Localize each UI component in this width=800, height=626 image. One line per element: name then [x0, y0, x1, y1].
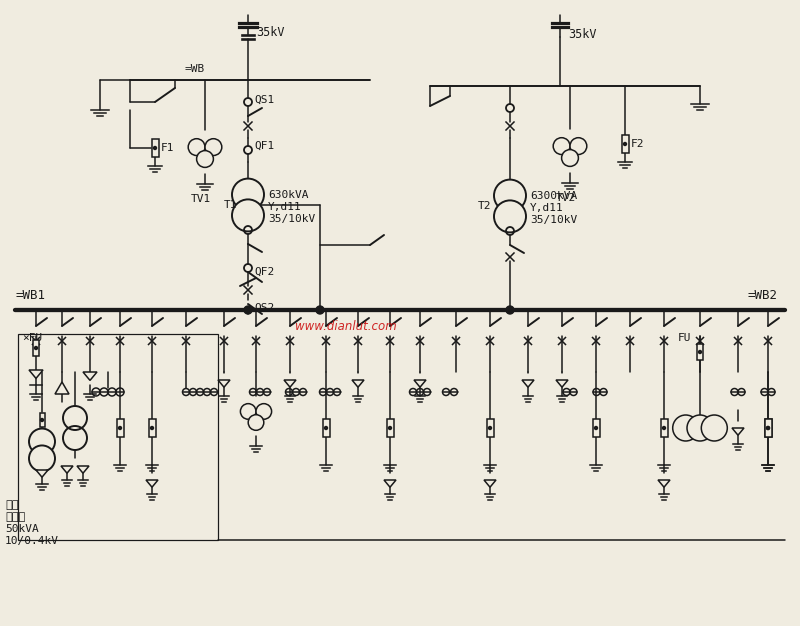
Circle shape: [766, 426, 770, 429]
Circle shape: [325, 426, 327, 429]
Bar: [386, 419, 394, 437]
Text: QS1: QS1: [254, 95, 274, 105]
Text: =WB: =WB: [185, 64, 206, 74]
Polygon shape: [284, 380, 296, 387]
Circle shape: [248, 414, 264, 430]
Circle shape: [256, 404, 272, 419]
Circle shape: [232, 200, 264, 232]
Circle shape: [702, 415, 727, 441]
Polygon shape: [77, 466, 89, 473]
Circle shape: [673, 415, 698, 441]
Polygon shape: [414, 380, 426, 387]
Text: 6300kVA: 6300kVA: [530, 191, 578, 201]
Bar: [322, 419, 330, 437]
Text: 35/10kV: 35/10kV: [268, 214, 315, 224]
Polygon shape: [384, 480, 396, 487]
Text: QS2: QS2: [254, 303, 274, 313]
Circle shape: [554, 138, 570, 155]
Text: 630kVA: 630kVA: [268, 190, 309, 200]
Text: =WB2: =WB2: [748, 289, 778, 302]
Circle shape: [494, 180, 526, 212]
Circle shape: [698, 351, 702, 354]
Bar: [661, 419, 667, 437]
Bar: [622, 135, 629, 153]
Bar: [117, 419, 123, 437]
Circle shape: [687, 415, 713, 441]
Circle shape: [244, 306, 252, 314]
Circle shape: [489, 426, 491, 429]
Circle shape: [316, 306, 324, 314]
Circle shape: [118, 426, 122, 429]
Polygon shape: [484, 480, 496, 487]
Circle shape: [662, 426, 666, 429]
Circle shape: [766, 426, 770, 429]
Circle shape: [506, 306, 514, 314]
Bar: [39, 413, 45, 427]
Bar: [33, 340, 39, 356]
Bar: [593, 419, 599, 437]
Circle shape: [494, 200, 526, 232]
Circle shape: [570, 138, 586, 155]
Polygon shape: [61, 466, 73, 473]
Polygon shape: [83, 372, 97, 381]
Circle shape: [188, 139, 205, 155]
Polygon shape: [658, 480, 670, 487]
Circle shape: [240, 404, 256, 419]
Bar: [697, 344, 703, 360]
Text: F1: F1: [161, 143, 174, 153]
Text: T2: T2: [478, 201, 491, 211]
Circle shape: [154, 146, 157, 150]
Text: TV1: TV1: [191, 194, 211, 204]
Bar: [765, 419, 771, 437]
Text: 变压器: 变压器: [5, 512, 26, 522]
Bar: [486, 419, 494, 437]
Polygon shape: [732, 428, 744, 435]
Text: TV2: TV2: [556, 193, 576, 203]
Polygon shape: [55, 382, 69, 394]
Text: 35kV: 35kV: [256, 26, 285, 39]
Circle shape: [594, 426, 598, 429]
Text: ×FU: ×FU: [22, 333, 42, 343]
Circle shape: [29, 446, 55, 471]
Text: www.dianlut.com: www.dianlut.com: [295, 320, 397, 333]
Polygon shape: [352, 380, 364, 387]
Circle shape: [623, 143, 626, 145]
Circle shape: [150, 426, 154, 429]
Text: QF1: QF1: [254, 141, 274, 151]
Text: =WB1: =WB1: [16, 289, 46, 302]
Circle shape: [34, 347, 38, 349]
Text: FU: FU: [678, 333, 691, 343]
Polygon shape: [556, 380, 568, 387]
Text: T1: T1: [224, 200, 238, 210]
Text: QF2: QF2: [254, 267, 274, 277]
Circle shape: [389, 426, 391, 429]
Polygon shape: [522, 380, 534, 387]
Text: 所用: 所用: [5, 500, 18, 510]
Circle shape: [29, 429, 55, 454]
Polygon shape: [218, 380, 230, 387]
Polygon shape: [146, 480, 158, 487]
Bar: [18, 334, 218, 540]
Text: 35/10kV: 35/10kV: [530, 215, 578, 225]
Circle shape: [562, 150, 578, 167]
Circle shape: [41, 419, 43, 421]
Polygon shape: [36, 470, 48, 477]
Circle shape: [197, 151, 214, 167]
Bar: [765, 419, 771, 437]
Bar: [149, 419, 155, 437]
Text: Y,d11: Y,d11: [530, 203, 564, 213]
Text: Y,d11: Y,d11: [268, 202, 302, 212]
Circle shape: [205, 139, 222, 155]
Text: F2: F2: [631, 139, 645, 149]
Text: 50kVA: 50kVA: [5, 524, 38, 534]
Polygon shape: [29, 370, 43, 378]
Text: 10/0.4kV: 10/0.4kV: [5, 536, 59, 546]
Text: 35kV: 35kV: [568, 29, 597, 41]
Circle shape: [232, 178, 264, 210]
Bar: [151, 139, 158, 157]
